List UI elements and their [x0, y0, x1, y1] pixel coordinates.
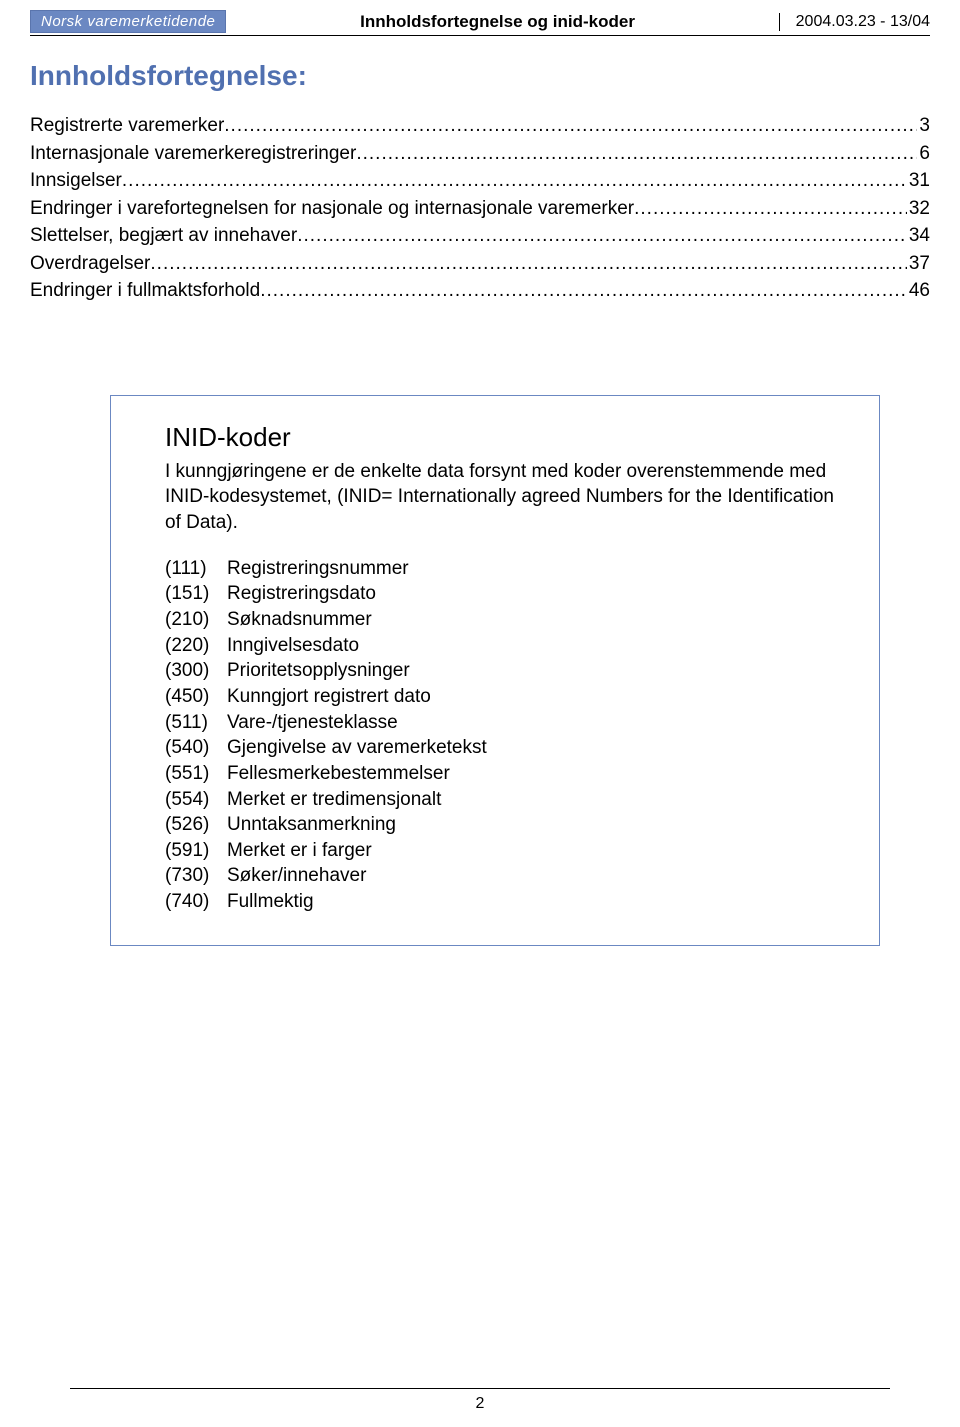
code-description: Fellesmerkebestemmelser [227, 761, 853, 787]
toc-page-number: 6 [917, 140, 930, 168]
box-intro-text: I kunngjøringene er de enkelte data fors… [165, 459, 853, 536]
toc-page-number: 37 [907, 250, 930, 278]
code-number: (210) [165, 607, 227, 633]
code-number: (526) [165, 812, 227, 838]
code-row: (450)Kunngjort registrert dato [165, 684, 853, 710]
code-description: Kunngjort registrert dato [227, 684, 853, 710]
code-row: (551)Fellesmerkebestemmelser [165, 761, 853, 787]
toc-page-number: 32 [907, 195, 930, 223]
code-number: (511) [165, 710, 227, 736]
toc-leader-dots [297, 222, 907, 241]
code-description: Vare-/tjenesteklasse [227, 710, 853, 736]
toc-page-number: 31 [907, 167, 930, 195]
code-row: (540)Gjengivelse av varemerketekst [165, 735, 853, 761]
code-description: Prioritetsopplysninger [227, 658, 853, 684]
header-title: Innholdsfortegnelse og inid-koder [226, 12, 768, 32]
code-number: (730) [165, 863, 227, 889]
code-number: (540) [165, 735, 227, 761]
code-row: (730)Søker/innehaver [165, 863, 853, 889]
code-row: (591)Merket er i farger [165, 838, 853, 864]
toc-row: Endringer i varefortegnelsen for nasjona… [30, 195, 930, 223]
code-list: (111)Registreringsnummer(151)Registrerin… [165, 556, 853, 915]
code-number: (111) [165, 556, 227, 582]
toc-row: Internasjonale varemerkeregistreringer 6 [30, 140, 930, 168]
code-row: (210)Søknadsnummer [165, 607, 853, 633]
toc-leader-dots [224, 112, 917, 131]
header-separator [779, 13, 780, 31]
code-number: (300) [165, 658, 227, 684]
toc-row: Endringer i fullmaktsforhold 46 [30, 277, 930, 305]
toc-label: Registrerte varemerker [30, 112, 224, 140]
code-number: (551) [165, 761, 227, 787]
inid-codes-box: INID-koder I kunngjøringene er de enkelt… [110, 395, 880, 946]
toc-label: Slettelser, begjært av innehaver [30, 222, 297, 250]
section-title: Innholdsfortegnelse: [30, 60, 930, 92]
code-description: Inngivelsesdato [227, 633, 853, 659]
code-row: (111)Registreringsnummer [165, 556, 853, 582]
header-bar: Norsk varemerketidende Innholdsfortegnel… [30, 10, 930, 36]
code-row: (740)Fullmektig [165, 889, 853, 915]
toc-leader-dots [634, 195, 907, 214]
code-description: Merket er i farger [227, 838, 853, 864]
toc-leader-dots [150, 250, 906, 269]
toc-page-number: 3 [917, 112, 930, 140]
code-description: Gjengivelse av varemerketekst [227, 735, 853, 761]
header-date: 2004.03.23 - 13/04 [790, 13, 930, 31]
code-number: (220) [165, 633, 227, 659]
toc-label: Endringer i varefortegnelsen for nasjona… [30, 195, 634, 223]
code-row: (511)Vare-/tjenesteklasse [165, 710, 853, 736]
code-number: (450) [165, 684, 227, 710]
code-row: (220)Inngivelsesdato [165, 633, 853, 659]
brand-logo: Norsk varemerketidende [30, 10, 226, 33]
code-number: (151) [165, 581, 227, 607]
code-description: Søker/innehaver [227, 863, 853, 889]
page-container: Norsk varemerketidende Innholdsfortegnel… [0, 0, 960, 1427]
table-of-contents: Registrerte varemerker3Internasjonale va… [30, 112, 930, 305]
code-number: (591) [165, 838, 227, 864]
toc-label: Internasjonale varemerkeregistreringer [30, 140, 356, 168]
toc-page-number: 46 [907, 277, 930, 305]
toc-label: Overdragelser [30, 250, 150, 278]
toc-page-number: 34 [907, 222, 930, 250]
code-row: (151)Registreringsdato [165, 581, 853, 607]
code-number: (554) [165, 787, 227, 813]
page-footer: 2 [70, 1388, 890, 1413]
code-description: Unntaksanmerkning [227, 812, 853, 838]
code-row: (526)Unntaksanmerkning [165, 812, 853, 838]
code-description: Merket er tredimensjonalt [227, 787, 853, 813]
toc-row: Slettelser, begjært av innehaver 34 [30, 222, 930, 250]
page-number: 2 [476, 1395, 485, 1412]
toc-label: Endringer i fullmaktsforhold [30, 277, 260, 305]
toc-row: Overdragelser 37 [30, 250, 930, 278]
code-row: (300)Prioritetsopplysninger [165, 658, 853, 684]
toc-leader-dots [260, 277, 907, 296]
code-description: Søknadsnummer [227, 607, 853, 633]
code-description: Fullmektig [227, 889, 853, 915]
code-description: Registreringsdato [227, 581, 853, 607]
toc-leader-dots [356, 140, 917, 159]
code-row: (554)Merket er tredimensjonalt [165, 787, 853, 813]
toc-leader-dots [122, 167, 907, 186]
code-description: Registreringsnummer [227, 556, 853, 582]
toc-row: Innsigelser 31 [30, 167, 930, 195]
code-number: (740) [165, 889, 227, 915]
toc-row: Registrerte varemerker 3 [30, 112, 930, 140]
toc-label: Innsigelser [30, 167, 122, 195]
box-title: INID-koder [165, 422, 853, 453]
